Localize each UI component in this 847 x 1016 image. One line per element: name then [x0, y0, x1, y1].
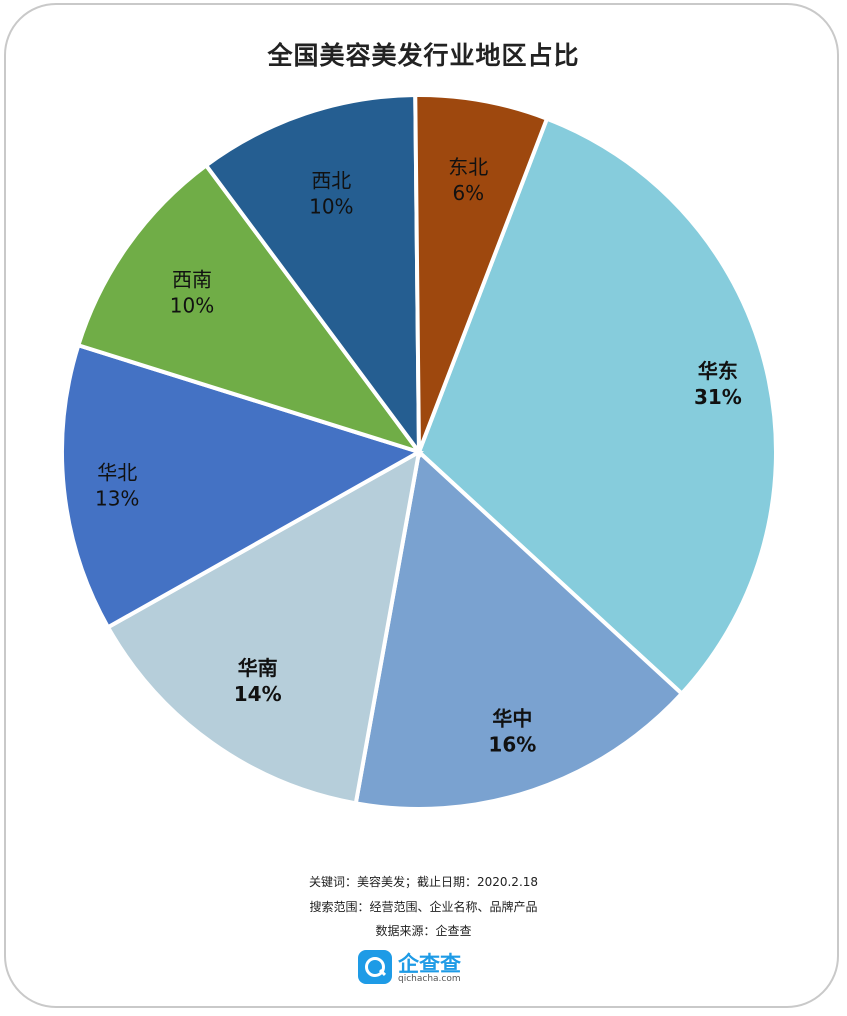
- slice-label-4: 西南: [172, 268, 212, 292]
- slice-value-2: 14%: [234, 682, 282, 706]
- footer-search-scope: 搜索范围：经营范围、企业名称、品牌产品: [309, 900, 538, 914]
- slice-value-0: 31%: [694, 385, 742, 409]
- footer-keywords: 关键词：美容美发；截止日期：2020.2.18: [308, 875, 539, 889]
- logo-name: 企查查: [398, 952, 461, 976]
- qichacha-logo: 企查查 qichacha.com: [358, 950, 498, 988]
- slice-label-2: 华南: [238, 656, 278, 680]
- pie-slice-3: [60, 342, 425, 630]
- slice-value-6: 6%: [452, 181, 484, 205]
- magnifier-icon: [358, 950, 392, 984]
- slice-label-0: 华东: [698, 359, 738, 383]
- pie-slice-1: [353, 448, 685, 811]
- chart-title: 全国美容美发行业地区占比: [267, 41, 580, 70]
- slice-label-6: 东北: [448, 155, 488, 179]
- slice-value-3: 13%: [95, 487, 139, 511]
- pie-slice-4: [75, 162, 425, 456]
- pie-slice-2: [105, 448, 422, 806]
- slice-value-5: 10%: [309, 194, 353, 218]
- pie-slice-0: [416, 116, 778, 697]
- slice-value-1: 16%: [488, 732, 536, 756]
- slice-label-3: 华北: [97, 461, 137, 485]
- logo-domain: qichacha.com: [398, 974, 461, 984]
- pie-slice-5: [203, 92, 422, 459]
- slice-label-1: 华中: [492, 706, 532, 730]
- slice-label-5: 西北: [311, 168, 351, 192]
- footer-data-source: 数据来源：企查查: [375, 924, 472, 938]
- slice-value-4: 10%: [170, 294, 214, 318]
- pie-slice-6: [413, 93, 550, 453]
